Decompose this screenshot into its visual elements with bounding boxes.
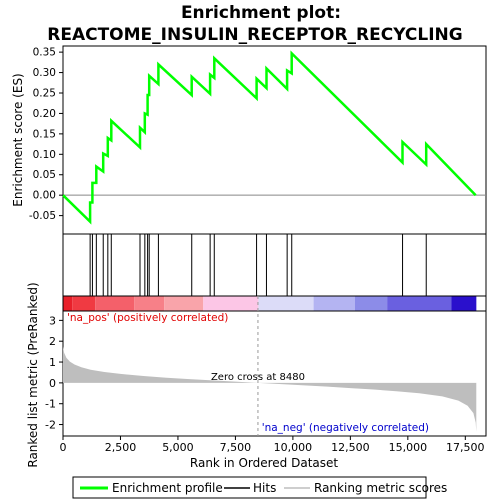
es-y-tick-label: 0.25 bbox=[33, 88, 56, 100]
colorbar-segment bbox=[203, 296, 259, 311]
es-y-tick-label: 0.00 bbox=[33, 190, 56, 202]
metric-panel-frame bbox=[62, 310, 487, 437]
colorbar-segment bbox=[451, 296, 477, 311]
es-y-ticks: -0.05 0.00 0.05 0.10 0.15 0.20 0.25 0.30 0.35 bbox=[29, 47, 63, 222]
x-tick-label: 2,500 bbox=[105, 441, 137, 454]
es-y-tick-label: 0.30 bbox=[33, 67, 56, 79]
hits-panel-frame bbox=[62, 233, 487, 297]
es-y-tick-label: 0.15 bbox=[33, 128, 56, 140]
metric-y-tick-label: -1 bbox=[45, 398, 56, 411]
metric-y-tick-label: 3 bbox=[49, 314, 56, 327]
es-panel: -0.05 0.00 0.05 0.10 0.15 0.20 0.25 0.30 0.35 En… bbox=[11, 45, 487, 235]
legend-hits-label: Hits bbox=[253, 481, 276, 495]
es-y-axis-label: Enrichment score (ES) bbox=[11, 73, 25, 206]
colorbar-segment bbox=[258, 296, 314, 311]
legend: Enrichment profile Hits Ranking metric s… bbox=[72, 476, 447, 499]
enrichment-profile-line bbox=[62, 50, 477, 225]
chart-title-line2: REACTOME_INSULIN_RECEPTOR_RECYCLING bbox=[47, 25, 463, 45]
colorbar-segment bbox=[164, 296, 204, 311]
es-y-tick-label: 0.20 bbox=[33, 108, 56, 120]
x-tick-label: 0 bbox=[60, 441, 67, 454]
negative-correlation-label: 'na_neg' (negatively correlated) bbox=[262, 422, 429, 434]
x-tick-label: 12,500 bbox=[331, 441, 370, 454]
chart-title-line1: Enrichment plot: bbox=[181, 3, 341, 23]
x-ticks: 0 2,500 5,000 7,500 10,000 12,500 15,000 17,500 bbox=[60, 436, 485, 454]
x-tick-label: 7,500 bbox=[220, 441, 252, 454]
es-y-tick-label: 0.35 bbox=[33, 47, 56, 59]
ranking-metric-area bbox=[63, 346, 477, 432]
legend-enrichment-label: Enrichment profile bbox=[112, 481, 223, 495]
colorbar-segment bbox=[63, 296, 73, 311]
zero-cross-label: Zero cross at 8480 bbox=[211, 372, 305, 383]
x-tick-label: 15,000 bbox=[389, 441, 428, 454]
hits-panel bbox=[62, 233, 487, 297]
metric-y-axis-label: Ranked list metric (PreRanked) bbox=[26, 282, 40, 467]
colorbar-segment bbox=[95, 296, 135, 311]
metric-y-tick-label: 2 bbox=[49, 335, 56, 348]
colorbar-segment bbox=[387, 296, 452, 311]
es-y-tick-label: -0.05 bbox=[29, 210, 56, 222]
es-y-tick-label: 0.10 bbox=[33, 149, 56, 161]
metric-panel: Zero cross at 8480 'na_pos' (positively … bbox=[26, 282, 487, 470]
metric-y-tick-label: -2 bbox=[45, 419, 56, 432]
x-tick-label: 10,000 bbox=[274, 441, 313, 454]
x-tick-label: 5,000 bbox=[162, 441, 194, 454]
x-tick-label: 17,500 bbox=[446, 441, 485, 454]
colorbar-segment bbox=[354, 296, 388, 311]
colorbar-segment bbox=[134, 296, 165, 311]
legend-metric-label: Ranking metric scores bbox=[314, 481, 447, 495]
colorbar-segment bbox=[313, 296, 355, 311]
es-y-tick-label: 0.05 bbox=[33, 169, 56, 181]
hit-marks bbox=[89, 234, 427, 296]
metric-y-tick-label: 1 bbox=[49, 356, 56, 369]
metric-y-tick-label: 0 bbox=[49, 377, 56, 390]
colorbar-segment bbox=[72, 296, 96, 311]
rank-colorbar bbox=[62, 295, 487, 312]
x-axis-label: Rank in Ordered Dataset bbox=[190, 456, 338, 470]
metric-y-ticks: -2 -1 0 1 2 3 bbox=[45, 314, 63, 432]
es-panel-frame bbox=[62, 45, 487, 235]
positive-correlation-label: 'na_pos' (positively correlated) bbox=[67, 312, 228, 324]
